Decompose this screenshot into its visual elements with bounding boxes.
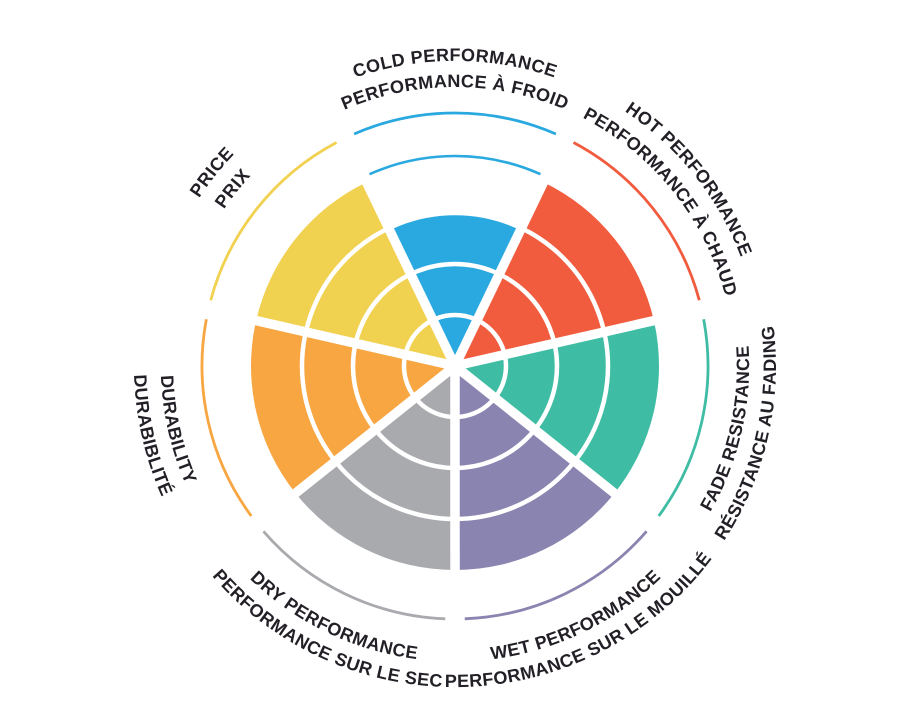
wedge-dry-performance bbox=[295, 366, 456, 570]
wedge-price bbox=[256, 182, 455, 366]
outer-arc-durability bbox=[200, 319, 253, 517]
max-ring-marker-cold-performance bbox=[369, 154, 541, 176]
sector-divider bbox=[452, 362, 627, 505]
outer-arc-wet-performance bbox=[464, 530, 648, 621]
wedge-wet-performance bbox=[454, 366, 615, 570]
sector-divider bbox=[283, 362, 458, 505]
outer-arc-price bbox=[209, 141, 338, 301]
outer-arc-fade-resistance bbox=[657, 319, 710, 517]
wedge-hot-performance bbox=[455, 182, 654, 366]
sector-divider bbox=[357, 169, 460, 369]
sector-divider bbox=[243, 313, 457, 371]
sector-divider bbox=[450, 169, 553, 369]
wedge-cold-performance bbox=[388, 213, 522, 366]
label-cold-performance-inner: PERFORMANCE À FROID bbox=[338, 71, 572, 114]
label-hot-performance-outer: HOT PERFORMANCE bbox=[622, 98, 756, 259]
outer-arc-dry-performance bbox=[262, 530, 446, 621]
outer-arc-hot-performance bbox=[572, 141, 701, 301]
outer-arc-cold-performance bbox=[353, 111, 557, 136]
sector-divider bbox=[453, 313, 667, 371]
